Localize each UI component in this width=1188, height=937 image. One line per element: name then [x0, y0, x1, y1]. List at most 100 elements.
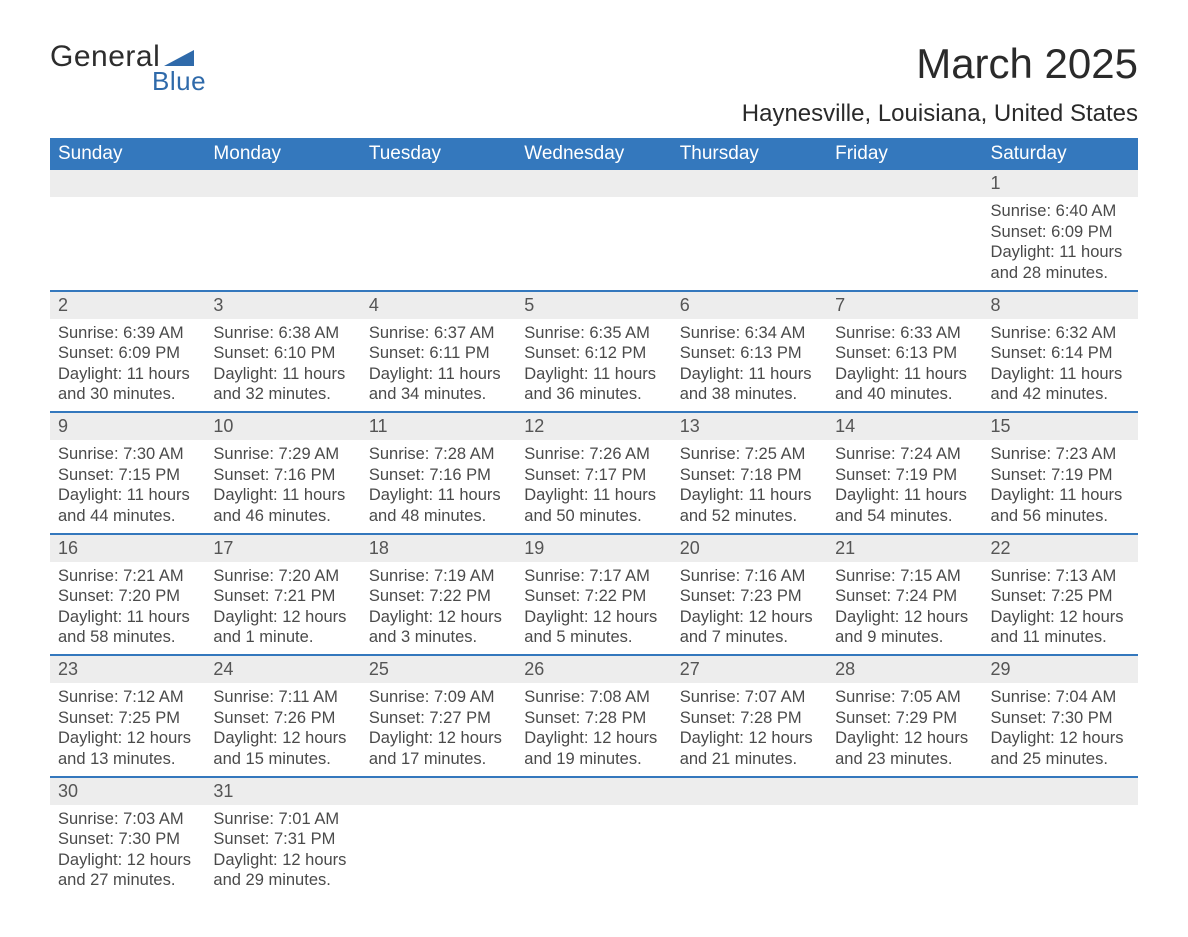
day-number: 31 — [205, 778, 360, 805]
detail-line: Sunrise: 6:32 AM — [991, 323, 1130, 344]
detail-line: and 32 minutes. — [213, 384, 352, 405]
calendar-day-cell: 11Sunrise: 7:28 AMSunset: 7:16 PMDayligh… — [361, 412, 516, 534]
detail-line: and 21 minutes. — [680, 749, 819, 770]
calendar-day-cell: 29Sunrise: 7:04 AMSunset: 7:30 PMDayligh… — [983, 655, 1138, 777]
logo-text-bottom: Blue — [152, 66, 206, 97]
day-number: 9 — [50, 413, 205, 440]
detail-line: Daylight: 12 hours — [524, 728, 663, 749]
detail-line: Daylight: 11 hours — [213, 364, 352, 385]
day-details: Sunrise: 7:09 AMSunset: 7:27 PMDaylight:… — [361, 683, 516, 776]
calendar-week-row: 16Sunrise: 7:21 AMSunset: 7:20 PMDayligh… — [50, 534, 1138, 656]
day-number — [361, 778, 516, 805]
day-details: Sunrise: 6:34 AMSunset: 6:13 PMDaylight:… — [672, 319, 827, 412]
day-number: 18 — [361, 535, 516, 562]
day-details: Sunrise: 7:25 AMSunset: 7:18 PMDaylight:… — [672, 440, 827, 533]
detail-line: Sunrise: 6:34 AM — [680, 323, 819, 344]
calendar-day-cell — [983, 777, 1138, 898]
day-details: Sunrise: 7:16 AMSunset: 7:23 PMDaylight:… — [672, 562, 827, 655]
calendar-day-cell — [827, 170, 982, 291]
weekday-header: Friday — [827, 138, 982, 170]
detail-line: Daylight: 11 hours — [58, 607, 197, 628]
calendar-week-row: 2 Sunrise: 6:39 AMSunset: 6:09 PM Daylight… — [50, 291, 1138, 413]
detail-line: Sunrise: 7:28 AM — [369, 444, 508, 465]
day-number: 10 — [205, 413, 360, 440]
detail-line: Daylight: 12 hours — [369, 728, 508, 749]
day-details: Sunrise: 7:21 AMSunset: 7:20 PMDaylight:… — [50, 562, 205, 655]
calendar-day-cell: 3Sunrise: 6:38 AMSunset: 6:10 PMDaylight… — [205, 291, 360, 413]
detail-line: and 3 minutes. — [369, 627, 508, 648]
calendar-body: 1Sunrise: 6:40 AMSunset: 6:09 PMDaylight… — [50, 170, 1138, 897]
calendar-day-cell: 17Sunrise: 7:20 AMSunset: 7:21 PMDayligh… — [205, 534, 360, 656]
detail-line: Sunset: 7:19 PM — [991, 465, 1130, 486]
detail-line: Sunrise: 7:25 AM — [680, 444, 819, 465]
header: General Blue March 2025 Haynesville, Lou… — [50, 40, 1138, 128]
day-details: Sunrise: 7:08 AMSunset: 7:28 PMDaylight:… — [516, 683, 671, 776]
detail-line: Sunset: 6:13 PM — [835, 343, 974, 364]
detail-line: Sunrise: 7:24 AM — [835, 444, 974, 465]
detail-line: Sunset: 6:09 PM — [58, 343, 197, 364]
day-details: Sunrise: 7:07 AMSunset: 7:28 PMDaylight:… — [672, 683, 827, 776]
detail-line: Sunset: 7:31 PM — [213, 829, 352, 850]
detail-line: Daylight: 12 hours — [58, 850, 197, 871]
calendar-day-cell — [205, 170, 360, 291]
day-details: Sunrise: 7:05 AMSunset: 7:29 PMDaylight:… — [827, 683, 982, 776]
calendar-day-cell: 30Sunrise: 7:03 AMSunset: 7:30 PMDayligh… — [50, 777, 205, 898]
calendar-day-cell — [516, 777, 671, 898]
day-number: 23 — [50, 656, 205, 683]
day-number: 2 — [50, 292, 205, 319]
detail-line: Sunrise: 7:01 AM — [213, 809, 352, 830]
weekday-header: Tuesday — [361, 138, 516, 170]
detail-line: Sunrise: 7:07 AM — [680, 687, 819, 708]
detail-line: Sunrise: 7:29 AM — [213, 444, 352, 465]
calendar-day-cell: 7Sunrise: 6:33 AMSunset: 6:13 PMDaylight… — [827, 291, 982, 413]
detail-line: Sunrise: 6:39 AM — [58, 323, 197, 344]
detail-line: Sunrise: 7:16 AM — [680, 566, 819, 587]
day-details: Sunrise: 6:35 AMSunset: 6:12 PMDaylight:… — [516, 319, 671, 412]
day-number — [672, 778, 827, 805]
detail-line: Sunset: 6:10 PM — [213, 343, 352, 364]
detail-line: Sunset: 7:22 PM — [524, 586, 663, 607]
detail-line: Daylight: 12 hours — [213, 607, 352, 628]
detail-line: Sunset: 7:20 PM — [58, 586, 197, 607]
day-details: Sunrise: 7:15 AMSunset: 7:24 PMDaylight:… — [827, 562, 982, 655]
detail-line: Daylight: 11 hours — [524, 485, 663, 506]
detail-line: Sunset: 6:12 PM — [524, 343, 663, 364]
detail-line: Sunset: 7:18 PM — [680, 465, 819, 486]
detail-line: Sunrise: 7:04 AM — [991, 687, 1130, 708]
detail-line: Sunset: 7:26 PM — [213, 708, 352, 729]
detail-line: Sunrise: 7:09 AM — [369, 687, 508, 708]
calendar-day-cell: 6Sunrise: 6:34 AMSunset: 6:13 PMDaylight… — [672, 291, 827, 413]
detail-line: and 15 minutes. — [213, 749, 352, 770]
calendar-day-cell: 27Sunrise: 7:07 AMSunset: 7:28 PMDayligh… — [672, 655, 827, 777]
detail-line: Sunset: 7:21 PM — [213, 586, 352, 607]
day-number: 26 — [516, 656, 671, 683]
day-number — [516, 170, 671, 197]
calendar-day-cell: 10Sunrise: 7:29 AMSunset: 7:16 PMDayligh… — [205, 412, 360, 534]
detail-line: Sunset: 7:15 PM — [58, 465, 197, 486]
detail-line: Daylight: 12 hours — [213, 850, 352, 871]
day-details: Sunrise: 7:13 AMSunset: 7:25 PMDaylight:… — [983, 562, 1138, 655]
detail-line: and 34 minutes. — [369, 384, 508, 405]
calendar-day-cell: 22Sunrise: 7:13 AMSunset: 7:25 PMDayligh… — [983, 534, 1138, 656]
detail-line: Sunrise: 7:23 AM — [991, 444, 1130, 465]
detail-line: Daylight: 11 hours — [369, 485, 508, 506]
detail-line: Sunset: 6:11 PM — [369, 343, 508, 364]
detail-line: Sunset: 6:14 PM — [991, 343, 1130, 364]
detail-line: and 19 minutes. — [524, 749, 663, 770]
detail-line: Sunrise: 6:38 AM — [213, 323, 352, 344]
day-number: 12 — [516, 413, 671, 440]
detail-line: Daylight: 12 hours — [991, 728, 1130, 749]
calendar-day-cell: 28Sunrise: 7:05 AMSunset: 7:29 PMDayligh… — [827, 655, 982, 777]
day-number: 29 — [983, 656, 1138, 683]
day-details: Sunrise: 7:19 AMSunset: 7:22 PMDaylight:… — [361, 562, 516, 655]
day-number: 17 — [205, 535, 360, 562]
day-number: 22 — [983, 535, 1138, 562]
calendar-day-cell: 5Sunrise: 6:35 AMSunset: 6:12 PMDaylight… — [516, 291, 671, 413]
detail-line: Sunset: 6:13 PM — [680, 343, 819, 364]
detail-line: Sunrise: 7:17 AM — [524, 566, 663, 587]
day-number — [827, 170, 982, 197]
location: Haynesville, Louisiana, United States — [742, 100, 1138, 128]
detail-line: and 23 minutes. — [835, 749, 974, 770]
detail-line: Daylight: 12 hours — [835, 607, 974, 628]
calendar-week-row: 9Sunrise: 7:30 AMSunset: 7:15 PMDaylight… — [50, 412, 1138, 534]
